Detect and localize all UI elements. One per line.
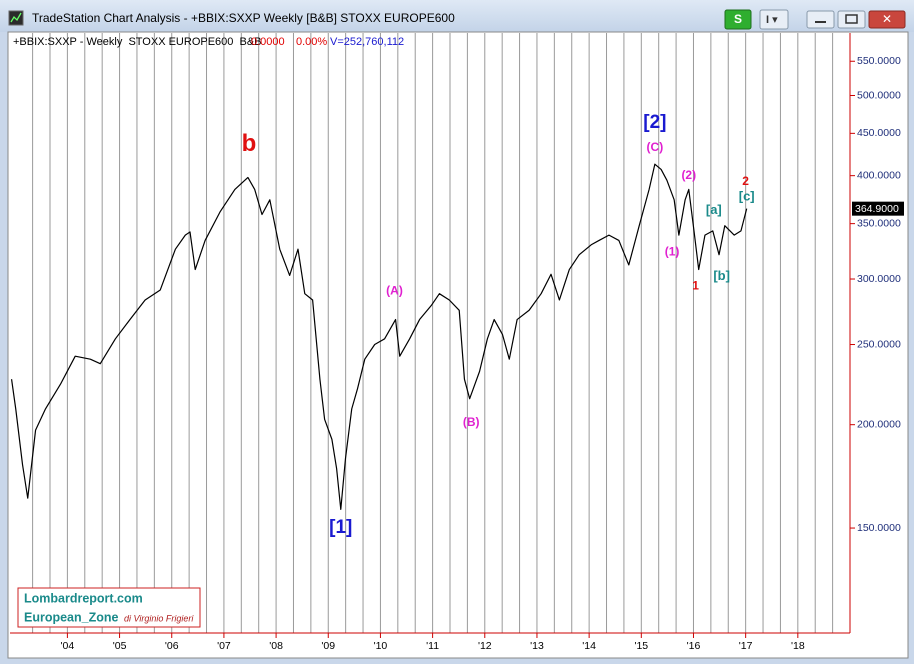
x-tick-label: '17 — [739, 640, 753, 652]
x-tick-label: '13 — [530, 640, 544, 652]
menu-button-icon[interactable]: I ▾ — [766, 14, 778, 26]
pct-change: 0.00% — [296, 36, 327, 48]
wave-label: (A) — [386, 283, 403, 297]
wave-label: [a] — [706, 202, 722, 217]
window-title: TradeStation Chart Analysis - +BBIX:SXXP… — [32, 11, 455, 25]
maximize-button[interactable] — [837, 10, 866, 29]
maximize-icon[interactable] — [845, 14, 858, 24]
net-change: 0.0000 — [251, 36, 285, 48]
watermark-zone: European_Zone — [24, 610, 119, 624]
watermark-author: di Virginio Frigieri — [124, 613, 194, 623]
x-tick-label: '16 — [687, 640, 701, 652]
x-tick-label: '14 — [582, 640, 596, 652]
x-tick-label: '10 — [374, 640, 388, 652]
x-tick-label: '11 — [426, 640, 439, 652]
wave-label: (C) — [647, 140, 664, 154]
wave-label: (2) — [681, 168, 696, 182]
x-tick-label: '04 — [61, 640, 75, 652]
x-tick-label: '08 — [269, 640, 283, 652]
strategy-button-label[interactable]: S — [734, 12, 742, 26]
volume: V=252,760,112 — [330, 36, 404, 48]
wave-label: [b] — [713, 268, 730, 283]
y-tick-label: 400.0000 — [857, 169, 901, 181]
wave-label: (B) — [463, 415, 480, 429]
y-tick-label: 350.0000 — [857, 217, 901, 229]
wave-label: [c] — [739, 188, 755, 203]
y-tick-label: 550.0000 — [857, 55, 901, 67]
x-tick-label: '09 — [321, 640, 335, 652]
y-tick-label: 250.0000 — [857, 338, 901, 350]
watermark-box — [17, 587, 201, 628]
y-tick-label: 450.0000 — [857, 127, 901, 139]
price-line — [10, 163, 748, 510]
x-tick-label: '12 — [478, 640, 492, 652]
wave-label: b — [242, 130, 257, 157]
x-tick-label: '07 — [217, 640, 231, 652]
x-tick-label: '05 — [113, 640, 127, 652]
wave-label: (1) — [665, 245, 680, 259]
minimize-button[interactable] — [806, 10, 835, 29]
x-tick-label: '15 — [634, 640, 648, 652]
chart-pane — [7, 31, 909, 659]
symbol-info: +BBIX:SXXP - Weekly STOXX EUROPE600 B&B — [13, 36, 262, 48]
menu-button[interactable] — [759, 9, 789, 30]
last-price-label: 364.9000 — [855, 203, 899, 215]
wave-label: 2 — [742, 174, 749, 188]
wave-label: 1 — [692, 278, 699, 292]
wave-label: [2] — [643, 112, 666, 133]
close-button[interactable] — [868, 10, 906, 29]
watermark-site: Lombardreport.com — [24, 591, 143, 605]
y-tick-label: 500.0000 — [857, 89, 901, 101]
x-tick-label: '18 — [791, 640, 805, 652]
plot-area — [32, 33, 834, 633]
app-icon-glyph — [10, 12, 22, 23]
last-price-box — [852, 201, 904, 216]
y-tick-label: 300.0000 — [857, 273, 901, 285]
wave-label: [1] — [329, 517, 352, 538]
close-icon[interactable]: ✕ — [882, 12, 892, 26]
y-tick-label: 150.0000 — [857, 522, 901, 534]
y-tick-label: 200.0000 — [857, 418, 901, 430]
strategy-button[interactable] — [724, 9, 752, 30]
x-tick-label: '06 — [165, 640, 179, 652]
